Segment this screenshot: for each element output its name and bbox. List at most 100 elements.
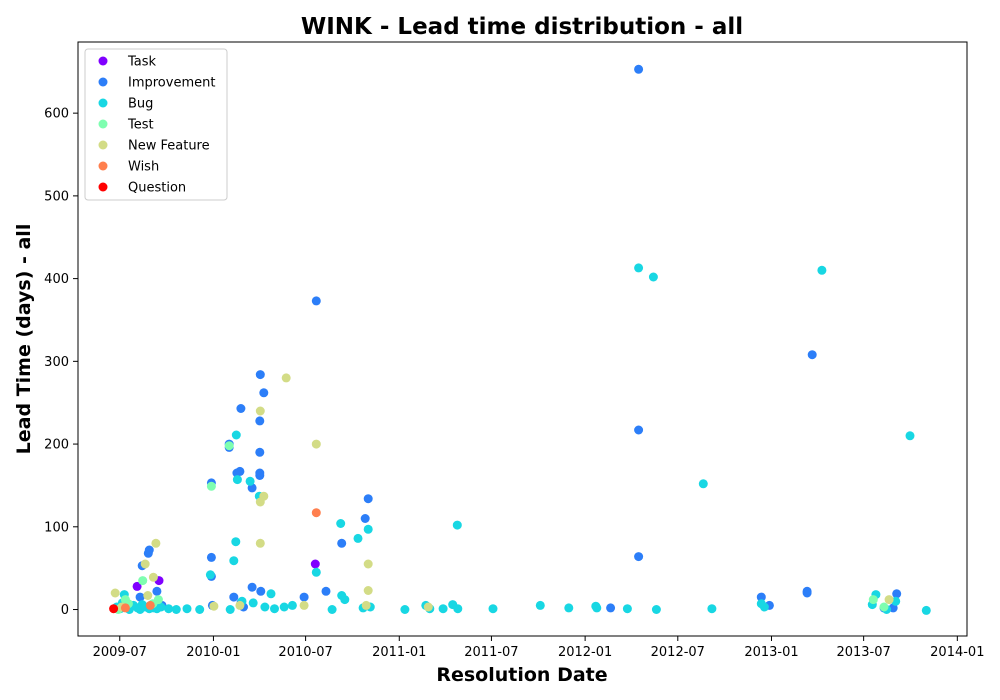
- point-improvement: [255, 370, 265, 380]
- point-bug: [400, 605, 410, 614]
- y-tick-label: 500: [44, 189, 69, 204]
- point-bug: [311, 567, 321, 577]
- point-bug: [817, 265, 827, 275]
- point-test: [879, 602, 889, 612]
- x-tick-label: 2010-07: [278, 645, 332, 660]
- point-new-feature: [140, 559, 150, 569]
- point-improvement: [802, 588, 812, 598]
- point-bug: [164, 604, 174, 614]
- point-task: [132, 581, 142, 591]
- point-improvement: [321, 586, 331, 596]
- point-improvement: [152, 586, 162, 596]
- point-improvement: [892, 589, 902, 599]
- point-improvement: [144, 545, 154, 555]
- point-new-feature: [151, 538, 161, 548]
- point-new-feature: [148, 572, 158, 582]
- point-new-feature: [255, 406, 265, 416]
- point-improvement: [363, 494, 373, 504]
- point-new-feature: [143, 591, 153, 600]
- legend-label: Test: [127, 118, 154, 133]
- point-new-feature: [235, 600, 245, 610]
- point-new-feature: [884, 595, 894, 605]
- point-new-feature: [281, 373, 291, 383]
- point-bug: [453, 604, 463, 614]
- legend-label: New Feature: [128, 139, 210, 154]
- y-axis: 0 100 200 300 400 500 600: [44, 107, 78, 618]
- y-tick-label: 600: [44, 107, 69, 122]
- point-test: [224, 441, 234, 451]
- x-tick-label: 2014-01: [930, 645, 984, 660]
- legend-label: Wish: [128, 160, 159, 175]
- point-bug: [921, 605, 931, 615]
- x-tick-label: 2009-07: [93, 645, 147, 660]
- point-question: [109, 604, 119, 614]
- point-bug: [648, 272, 658, 282]
- point-new-feature: [209, 601, 219, 611]
- point-new-feature: [363, 559, 373, 569]
- point-new-feature: [259, 491, 269, 501]
- point-wish: [120, 603, 130, 613]
- point-improvement: [235, 466, 245, 476]
- point-bug: [698, 479, 708, 489]
- point-improvement: [255, 416, 265, 426]
- point-bug: [327, 605, 337, 614]
- legend-label: Task: [127, 55, 157, 70]
- point-bug: [248, 598, 258, 608]
- point-improvement: [311, 296, 321, 306]
- point-bug: [260, 602, 270, 612]
- y-tick-label: 400: [44, 272, 69, 287]
- point-bug: [171, 605, 181, 614]
- y-tick-label: 200: [44, 438, 69, 453]
- point-new-feature: [299, 600, 309, 610]
- x-tick-label: 2012-07: [651, 645, 705, 660]
- legend-marker: [98, 77, 108, 87]
- point-bug: [231, 430, 241, 440]
- y-tick-label: 100: [44, 520, 69, 535]
- point-improvement: [807, 350, 817, 360]
- point-bug: [592, 603, 602, 613]
- point-improvement: [247, 582, 257, 592]
- x-tick-label: 2013-01: [744, 645, 798, 660]
- point-improvement: [229, 592, 239, 602]
- point-bug: [287, 600, 297, 610]
- point-bug: [337, 591, 347, 600]
- point-bug: [488, 604, 498, 614]
- point-bug: [225, 605, 235, 614]
- point-bug: [363, 524, 373, 534]
- point-new-feature: [361, 600, 371, 610]
- point-bug: [622, 604, 632, 614]
- point-bug: [634, 263, 644, 273]
- chart-title: WINK - Lead time distribution - all: [301, 14, 743, 40]
- point-improvement: [634, 552, 644, 562]
- point-improvement: [135, 592, 145, 602]
- y-tick-label: 0: [61, 603, 69, 618]
- point-bug: [270, 604, 279, 614]
- point-new-feature: [363, 586, 373, 595]
- legend-marker: [98, 98, 108, 108]
- point-improvement: [236, 404, 246, 413]
- legend-label: Question: [128, 181, 186, 196]
- point-improvement: [606, 603, 616, 613]
- x-axis: 2009-07 2010-01 2010-07 2011-01 2011-07 2012-…: [93, 636, 984, 660]
- point-task: [310, 559, 320, 569]
- point-bug: [756, 599, 766, 609]
- point-bug: [336, 519, 346, 528]
- x-tick-label: 2011-07: [464, 645, 518, 660]
- x-tick-label: 2013-07: [836, 645, 890, 660]
- point-bug: [232, 475, 242, 485]
- point-bug: [279, 602, 289, 612]
- point-improvement: [360, 514, 370, 523]
- point-improvement: [255, 468, 265, 478]
- point-bug: [182, 604, 192, 614]
- point-bug: [707, 604, 717, 614]
- point-improvement: [756, 592, 766, 602]
- x-axis-label: Resolution Date: [436, 664, 607, 686]
- point-bug: [535, 600, 545, 610]
- point-bug: [245, 476, 255, 486]
- point-bug: [452, 520, 462, 530]
- point-bug: [229, 556, 239, 566]
- point-test: [868, 595, 878, 605]
- point-bug: [156, 602, 166, 612]
- point-new-feature: [255, 538, 265, 548]
